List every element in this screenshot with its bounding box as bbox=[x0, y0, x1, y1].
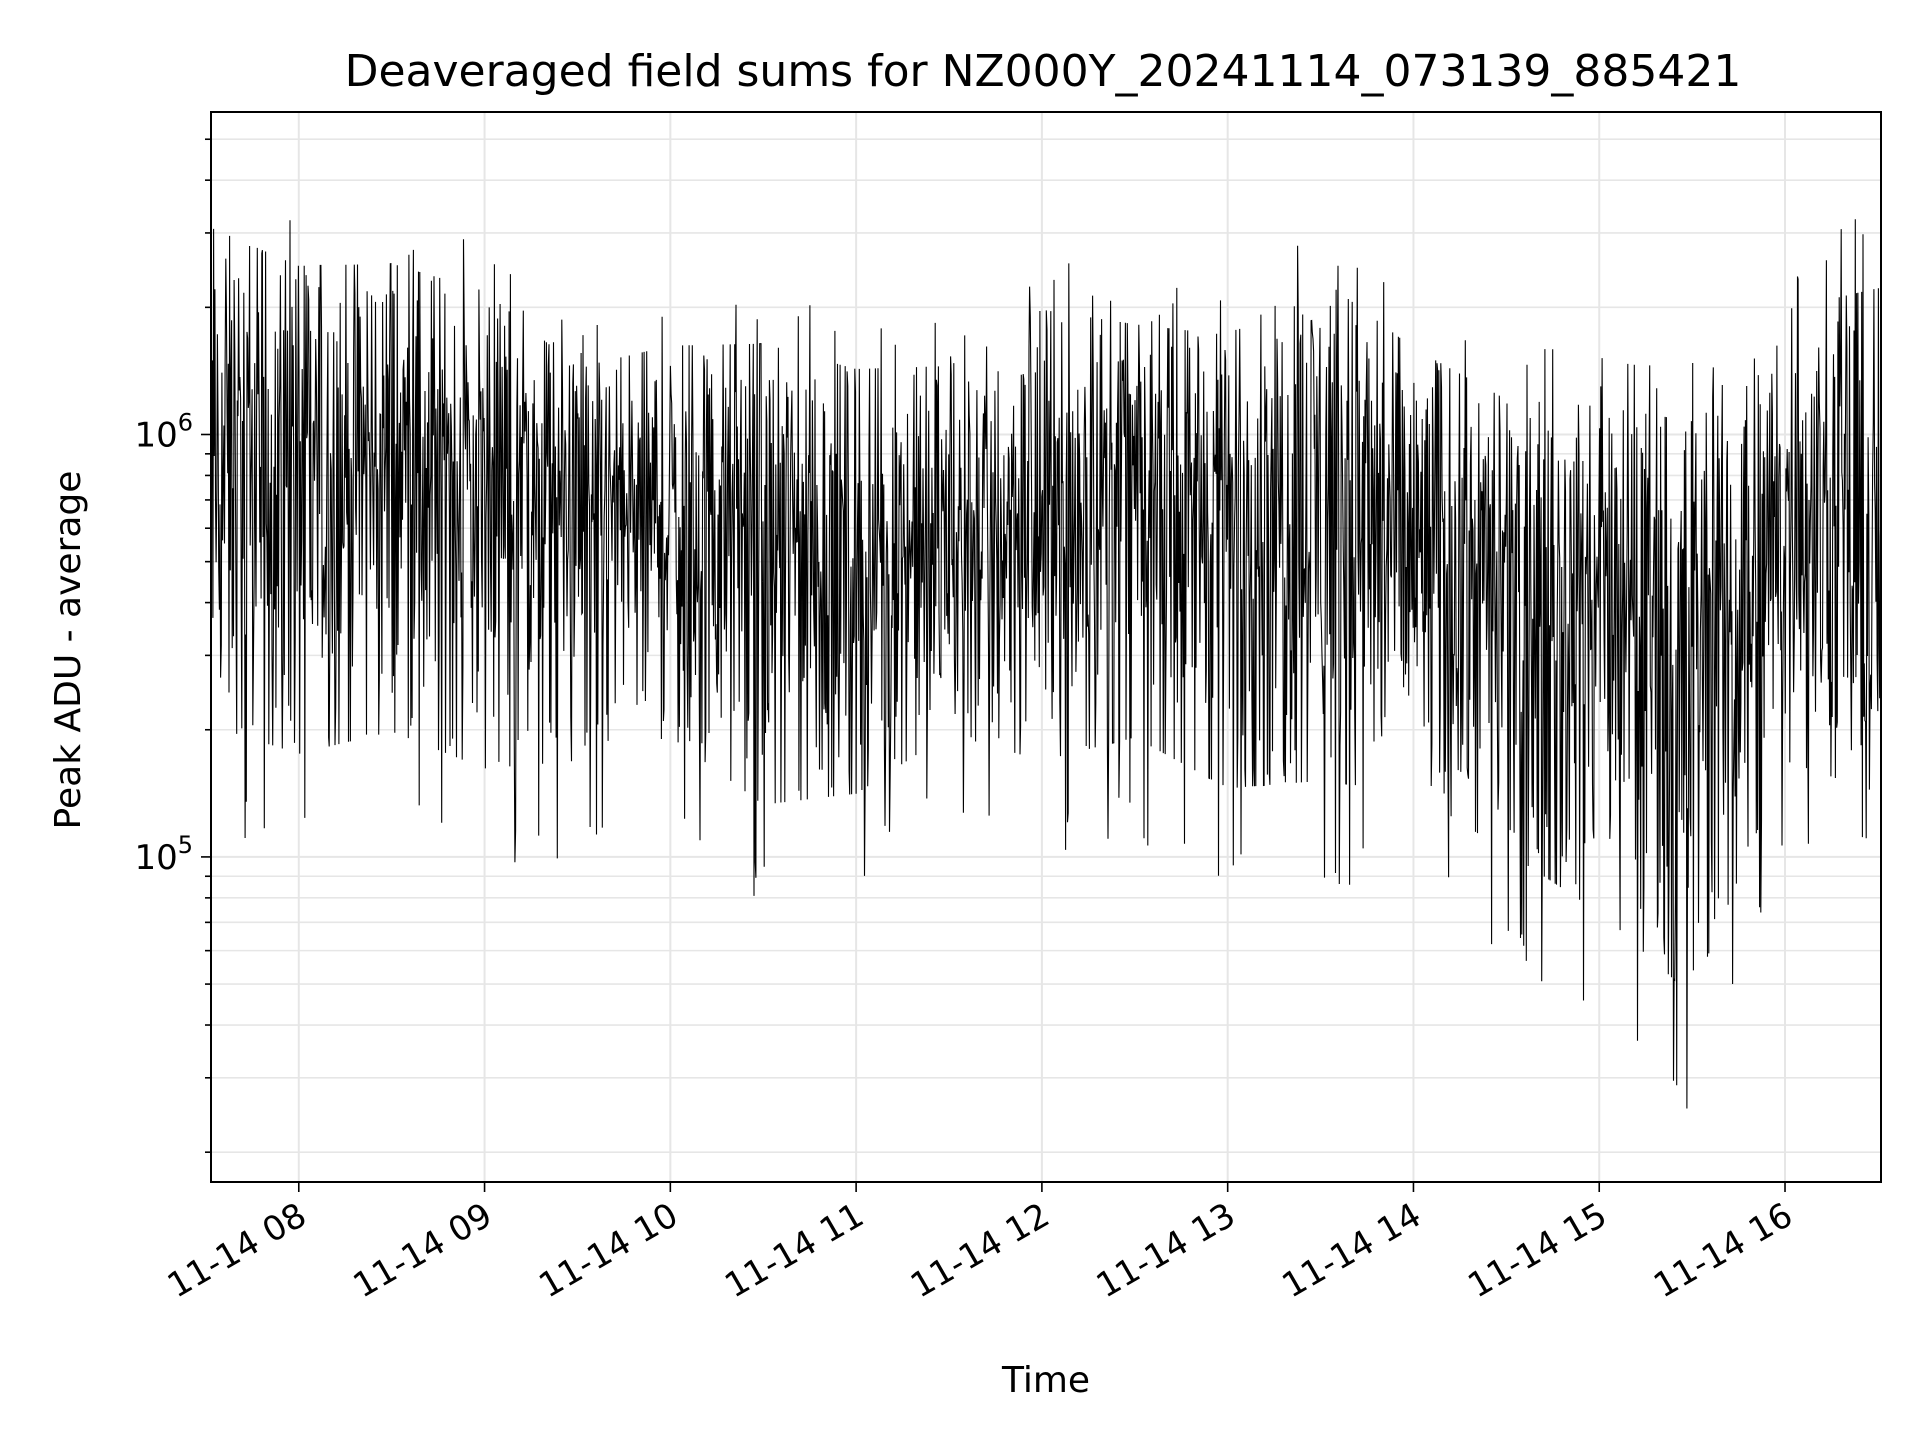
series-line bbox=[210, 219, 1882, 1109]
chart-title: Deaveraged field sums for NZ000Y_2024111… bbox=[345, 46, 1742, 97]
y-tick-label: 105 bbox=[134, 831, 193, 878]
x-tick-label: 11-14 16 bbox=[1647, 1195, 1799, 1306]
x-tick-label: 11-14 13 bbox=[1090, 1195, 1242, 1306]
y-axis-label: Peak ADU - average bbox=[48, 471, 89, 830]
y-tick-label: 106 bbox=[134, 408, 193, 455]
data-series bbox=[210, 219, 1882, 1109]
x-tick-label: 11-14 11 bbox=[718, 1195, 870, 1306]
x-tick-label: 11-14 08 bbox=[161, 1195, 313, 1306]
x-axis-label: Time bbox=[1001, 1360, 1090, 1401]
plot-frame bbox=[210, 111, 1882, 1183]
x-tick-label: 11-14 14 bbox=[1276, 1195, 1428, 1306]
y-axis: 105 106 bbox=[134, 138, 211, 1153]
x-axis: 11-14 08 11-14 09 11-14 10 11-14 11 11-14 12… bbox=[161, 1182, 1800, 1306]
x-tick-label: 11-14 10 bbox=[532, 1195, 684, 1306]
x-tick-label: 11-14 15 bbox=[1461, 1195, 1613, 1306]
x-tick-label: 11-14 09 bbox=[347, 1195, 499, 1306]
x-tick-label: 11-14 12 bbox=[904, 1195, 1056, 1306]
